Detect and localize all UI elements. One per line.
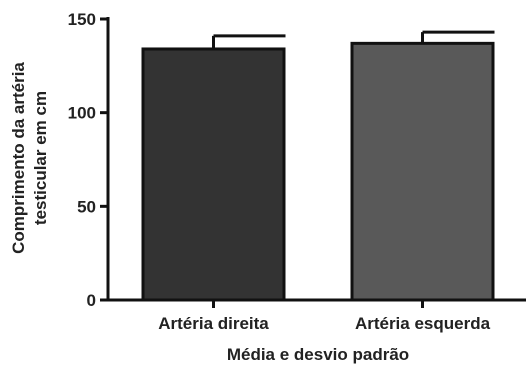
y-axis-ticks: 0 50 100 150 — [68, 10, 108, 310]
bar — [141, 47, 286, 302]
bar — [350, 41, 495, 302]
x-axis-title: Média e desvio padrão — [227, 345, 409, 364]
y-axis-title-line: Comprimento da artéria — [9, 62, 28, 254]
y-tick-label: 50 — [77, 197, 96, 216]
bars — [141, 30, 495, 302]
y-axis-title: Comprimento da artéria testicular em cm — [9, 62, 50, 254]
category-label: Artéria esquerda — [355, 314, 491, 333]
category-labels: Artéria direita Artéria esquerda — [158, 300, 491, 333]
y-tick-label: 100 — [68, 104, 96, 123]
y-tick-label: 150 — [68, 10, 96, 29]
y-axis-title-line: testicular em cm — [31, 91, 50, 225]
category-label: Artéria direita — [158, 314, 269, 333]
axes — [106, 17, 526, 302]
y-tick-label: 0 — [87, 291, 96, 310]
